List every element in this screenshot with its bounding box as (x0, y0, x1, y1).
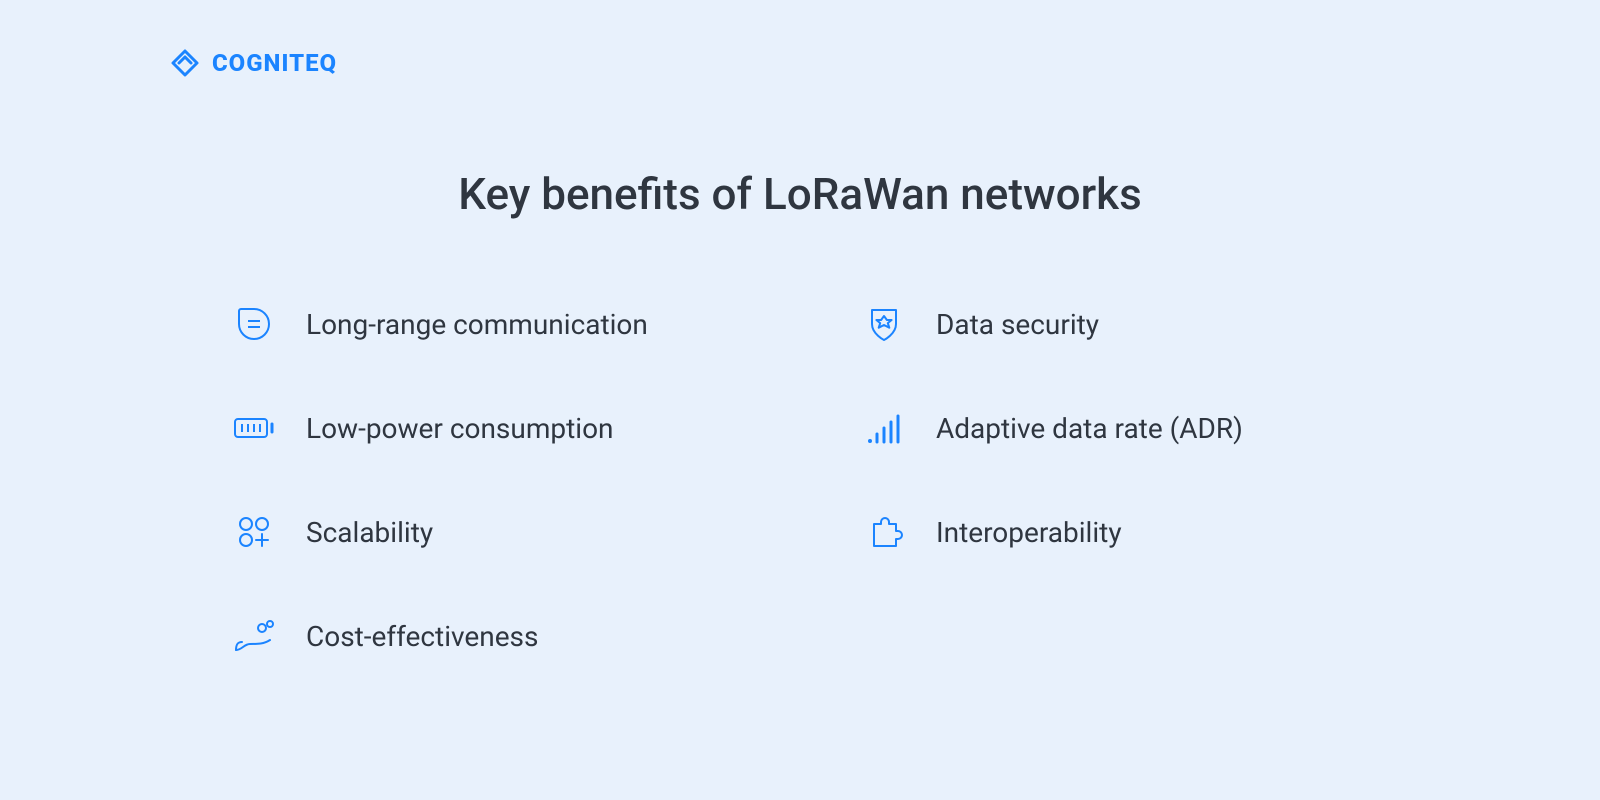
logo-mark-icon (170, 48, 200, 78)
benefit-label: Adaptive data rate (ADR) (936, 411, 1243, 446)
shield-icon (860, 300, 908, 348)
signal-icon (860, 404, 908, 452)
grid-spacer (860, 612, 1370, 660)
benefit-item: Data security (860, 300, 1370, 348)
benefits-grid: Long-range communication Data security (170, 300, 1430, 660)
benefit-item: Interoperability (860, 508, 1370, 556)
page-title: Key benefits of LoRaWan networks (170, 168, 1430, 220)
benefit-item: Cost-effectiveness (230, 612, 740, 660)
scalability-icon (230, 508, 278, 556)
benefit-label: Cost-effectiveness (306, 619, 538, 654)
puzzle-icon (860, 508, 908, 556)
benefit-label: Interoperability (936, 515, 1122, 550)
cost-icon (230, 612, 278, 660)
benefit-label: Low-power consumption (306, 411, 614, 446)
benefit-label: Long-range communication (306, 307, 648, 342)
benefit-label: Scalability (306, 515, 433, 550)
benefit-item: Low-power consumption (230, 404, 740, 452)
battery-icon (230, 404, 278, 452)
logo-text: COGNITEQ (212, 49, 337, 77)
brand-logo: COGNITEQ (170, 48, 1430, 78)
benefit-label: Data security (936, 307, 1099, 342)
chat-icon (230, 300, 278, 348)
benefit-item: Adaptive data rate (ADR) (860, 404, 1370, 452)
infographic-canvas: COGNITEQ Key benefits of LoRaWan network… (0, 0, 1600, 800)
benefit-item: Scalability (230, 508, 740, 556)
benefit-item: Long-range communication (230, 300, 740, 348)
